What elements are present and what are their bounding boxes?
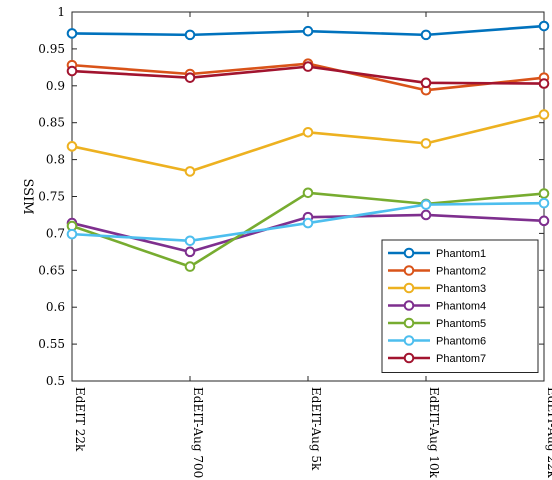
series-phantom7 [66,61,550,89]
series-phantom3 [66,109,550,177]
y-tick-label: 1 [57,5,65,19]
legend-label: Phantom1 [436,248,486,260]
x-tick-label: EdEIT 22k [73,387,87,452]
y-axis-title: SSIM [20,178,35,214]
data-point [184,235,196,247]
y-tick-label: 0.95 [38,42,65,56]
legend-swatch-marker [403,352,415,364]
y-tick-label: 0.7 [46,226,65,240]
legend-item: Phantom7 [388,352,486,365]
series-line [71,113,545,173]
data-point [538,197,550,209]
data-point [538,109,550,120]
series-phantom1 [66,20,550,41]
y-tick-label: 0.6 [46,300,65,314]
data-point [420,29,432,41]
y-tick-label: 0.8 [46,153,65,167]
legend-label: Phantom4 [436,301,486,313]
data-point [184,29,196,41]
legend-label: Phantom7 [436,353,486,365]
legend-label: Phantom6 [436,336,486,348]
legend-item: Phantom1 [388,247,486,260]
y-tick-label: 0.75 [38,190,65,204]
legend-swatch-marker [403,335,415,346]
data-point [302,61,314,72]
legend-label: Phantom3 [436,283,486,295]
data-point [66,228,78,240]
data-point [302,217,314,229]
series-phantom6 [66,197,550,247]
x-tick-label: EdEIT-Aug 10k [427,387,441,479]
legend-label: Phantom5 [436,318,486,330]
legend: Phantom1 Phantom2 Phantom3 Phantom4 Phantom5… [381,239,539,373]
y-tick-label: 0.5 [46,374,65,388]
data-point [538,188,550,199]
data-point [420,209,432,221]
legend-swatch-marker [403,317,415,329]
legend-swatch-marker [403,300,415,311]
y-tick-label: 0.9 [46,79,65,93]
y-tick-label: 0.85 [38,116,65,130]
y-tick-label: 0.55 [38,337,65,351]
data-point [184,166,196,177]
legend-item: Phantom2 [388,265,486,278]
x-tick-label: EdEIT-Aug 22k [545,387,552,479]
data-point [302,187,314,199]
legend-item: Phantom6 [388,335,486,348]
legend-item: Phantom3 [388,282,486,295]
y-tick-label: 0.65 [38,263,65,277]
data-point [420,138,432,149]
plot-area: 0.5 0.55 0.6 0.65 0.7 0.75 0.8 0.85 0.9 0.95 1 EdEI… [20,5,552,479]
data-point [420,199,432,210]
data-point [66,141,78,152]
data-point [184,261,196,272]
data-point [538,20,550,32]
legend-item: Phantom4 [388,300,486,313]
data-point [66,65,78,77]
legend-label: Phantom2 [436,266,486,278]
x-tick-label: EdEIT-Aug 700 [191,387,205,478]
data-point [420,77,432,89]
legend-swatch-marker [403,247,415,259]
data-point [538,215,550,227]
data-point [538,78,550,89]
legend-item: Phantom5 [388,317,486,330]
x-tick-label: EdEIT-Aug 5k [309,387,323,471]
legend-swatch-marker [403,282,415,294]
data-point [184,72,196,83]
data-point [302,126,314,138]
data-point [302,25,314,37]
data-point [184,246,196,258]
data-point [66,28,78,39]
legend-swatch-marker [403,265,415,276]
